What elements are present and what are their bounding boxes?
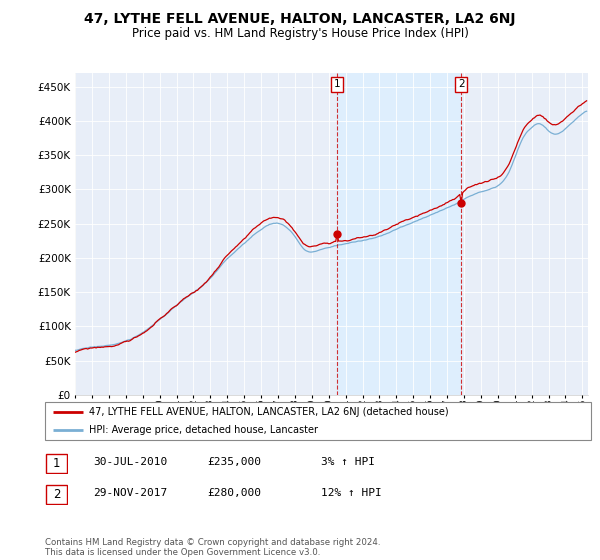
Text: £280,000: £280,000 [207, 488, 261, 498]
Text: £235,000: £235,000 [207, 457, 261, 467]
Text: 12% ↑ HPI: 12% ↑ HPI [321, 488, 382, 498]
Text: 30-JUL-2010: 30-JUL-2010 [93, 457, 167, 467]
Text: 3% ↑ HPI: 3% ↑ HPI [321, 457, 375, 467]
Text: 47, LYTHE FELL AVENUE, HALTON, LANCASTER, LA2 6NJ: 47, LYTHE FELL AVENUE, HALTON, LANCASTER… [84, 12, 516, 26]
Text: Contains HM Land Registry data © Crown copyright and database right 2024.
This d: Contains HM Land Registry data © Crown c… [45, 538, 380, 557]
Text: 47, LYTHE FELL AVENUE, HALTON, LANCASTER, LA2 6NJ (detached house): 47, LYTHE FELL AVENUE, HALTON, LANCASTER… [89, 407, 448, 417]
Text: 29-NOV-2017: 29-NOV-2017 [93, 488, 167, 498]
Text: 2: 2 [53, 488, 60, 501]
Bar [337, 73, 461, 395]
Text: 2: 2 [458, 80, 464, 90]
Text: 1: 1 [53, 457, 60, 470]
FancyBboxPatch shape [46, 454, 67, 473]
FancyBboxPatch shape [45, 402, 591, 440]
Text: HPI: Average price, detached house, Lancaster: HPI: Average price, detached house, Lanc… [89, 426, 317, 436]
Text: Price paid vs. HM Land Registry's House Price Index (HPI): Price paid vs. HM Land Registry's House … [131, 27, 469, 40]
FancyBboxPatch shape [46, 485, 67, 504]
Text: 1: 1 [334, 80, 340, 90]
